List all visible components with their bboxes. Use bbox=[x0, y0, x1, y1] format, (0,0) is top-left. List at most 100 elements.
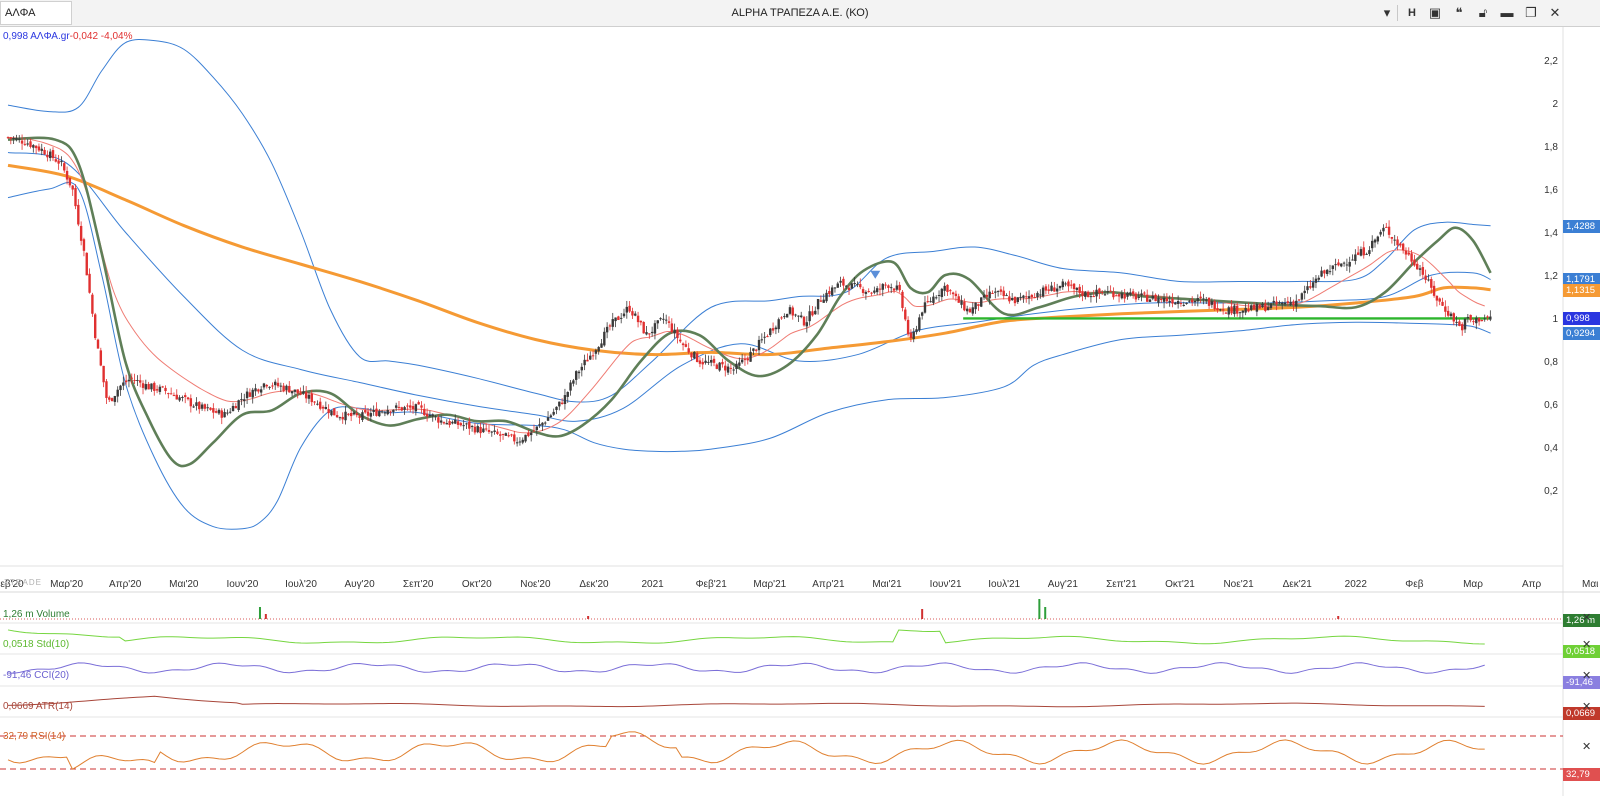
candle-body bbox=[1269, 303, 1273, 309]
candle-body bbox=[1250, 305, 1253, 310]
volume-bar bbox=[264, 614, 267, 619]
candle-body bbox=[732, 369, 735, 371]
candle-body bbox=[1244, 307, 1247, 313]
candle-body bbox=[91, 294, 94, 314]
candle-body bbox=[392, 409, 395, 412]
candle-body bbox=[904, 309, 907, 320]
candle-body bbox=[1449, 313, 1453, 317]
candle-body bbox=[920, 312, 924, 316]
candle-body bbox=[749, 351, 752, 362]
candle-body bbox=[456, 421, 460, 425]
close-std-icon[interactable]: ✕ bbox=[1582, 639, 1592, 651]
candle-body bbox=[1368, 250, 1371, 254]
candle-body bbox=[445, 423, 448, 425]
candle-body bbox=[1387, 226, 1391, 235]
candle-body bbox=[243, 399, 246, 402]
candle-body bbox=[394, 405, 398, 408]
candle-body bbox=[524, 434, 527, 442]
candle-body bbox=[1219, 309, 1222, 311]
candle-body bbox=[777, 319, 780, 330]
candle-body bbox=[431, 414, 434, 417]
candle-body bbox=[906, 319, 910, 335]
candle-body bbox=[414, 404, 418, 412]
x-tick-label: Μαι'21 bbox=[872, 579, 902, 590]
candle-body bbox=[9, 137, 13, 139]
candle-body bbox=[580, 366, 584, 371]
square-icon[interactable]: ▣ bbox=[1428, 5, 1442, 20]
candle-body bbox=[819, 300, 823, 302]
candle-body bbox=[1306, 286, 1309, 291]
candle-body bbox=[1176, 301, 1180, 305]
minimize-icon[interactable]: ▬ bbox=[1500, 5, 1514, 20]
candle-body bbox=[1407, 252, 1410, 255]
candle-body bbox=[1013, 296, 1017, 304]
candle-body bbox=[127, 379, 131, 382]
restore-icon[interactable]: ❐ bbox=[1525, 5, 1537, 20]
candle-body bbox=[1025, 296, 1028, 298]
candle-body bbox=[603, 331, 606, 346]
x-tick-label: Αυγ'21 bbox=[1048, 579, 1079, 590]
candle-body bbox=[1064, 283, 1067, 285]
candle-body bbox=[1030, 294, 1034, 298]
candle-body bbox=[74, 187, 77, 207]
candle-body bbox=[999, 289, 1003, 292]
candle-body bbox=[473, 426, 477, 433]
candle-body bbox=[836, 283, 839, 288]
candle-body bbox=[960, 300, 963, 305]
candle-body bbox=[352, 412, 356, 415]
bollinger-mid-line bbox=[7, 151, 1491, 422]
candle-body bbox=[1126, 292, 1129, 297]
lock-icon[interactable]: 🔓︎ bbox=[1478, 5, 1488, 20]
candle-body bbox=[184, 395, 187, 398]
candle-body bbox=[634, 313, 637, 316]
candle-body bbox=[1489, 316, 1492, 320]
candle-body bbox=[757, 339, 761, 351]
close-cci-icon[interactable]: ✕ bbox=[1582, 670, 1592, 682]
candle-body bbox=[572, 380, 575, 384]
close-icon[interactable]: ✕ bbox=[1549, 5, 1561, 20]
candle-body bbox=[755, 349, 758, 351]
rsi-label: 32,79 RSI(14) bbox=[3, 731, 66, 742]
candle-body bbox=[642, 321, 645, 334]
candle-body bbox=[544, 422, 547, 424]
candle-body bbox=[1289, 301, 1292, 305]
close-atr-icon[interactable]: ✕ bbox=[1582, 701, 1592, 713]
candle-body bbox=[476, 426, 479, 433]
candle-body bbox=[574, 371, 578, 380]
symbol-input[interactable]: ΑΛΦΑ bbox=[0, 1, 72, 25]
candle-body bbox=[71, 185, 74, 190]
x-tick-label: Νοε'20 bbox=[520, 579, 551, 590]
legend-change-pct: -4,04% bbox=[100, 31, 133, 42]
ema-line bbox=[7, 136, 1485, 434]
candle-body bbox=[1297, 299, 1301, 301]
candle-body bbox=[448, 421, 451, 426]
candle-body bbox=[695, 353, 699, 362]
candle-body bbox=[1320, 270, 1323, 277]
candle-body bbox=[935, 297, 938, 299]
candle-body bbox=[811, 311, 814, 316]
candle-body bbox=[842, 278, 845, 286]
candle-body bbox=[1202, 298, 1205, 300]
candle-body bbox=[639, 320, 643, 323]
candle-body bbox=[29, 141, 32, 147]
candle-body bbox=[1317, 277, 1320, 280]
candle-body bbox=[470, 426, 474, 428]
candle-body bbox=[493, 430, 496, 432]
candle-body bbox=[65, 170, 69, 180]
candle-body bbox=[870, 292, 873, 294]
close-rsi-icon[interactable]: ✕ bbox=[1582, 741, 1592, 753]
candle-body bbox=[361, 412, 364, 421]
candle-body bbox=[167, 393, 170, 395]
quote-icon[interactable]: ❝ bbox=[1455, 5, 1463, 20]
candle-body bbox=[608, 325, 612, 327]
close-volume-icon[interactable]: ✕ bbox=[1582, 612, 1592, 624]
h-button[interactable]: H bbox=[1408, 7, 1416, 19]
candle-body bbox=[1348, 261, 1351, 267]
candle-body bbox=[653, 323, 657, 334]
candle-body bbox=[423, 408, 426, 416]
candle-body bbox=[1286, 301, 1290, 304]
chevron-down-icon[interactable]: ▾ bbox=[1383, 5, 1391, 20]
candle-body bbox=[212, 408, 215, 413]
candle-body bbox=[1148, 299, 1152, 302]
